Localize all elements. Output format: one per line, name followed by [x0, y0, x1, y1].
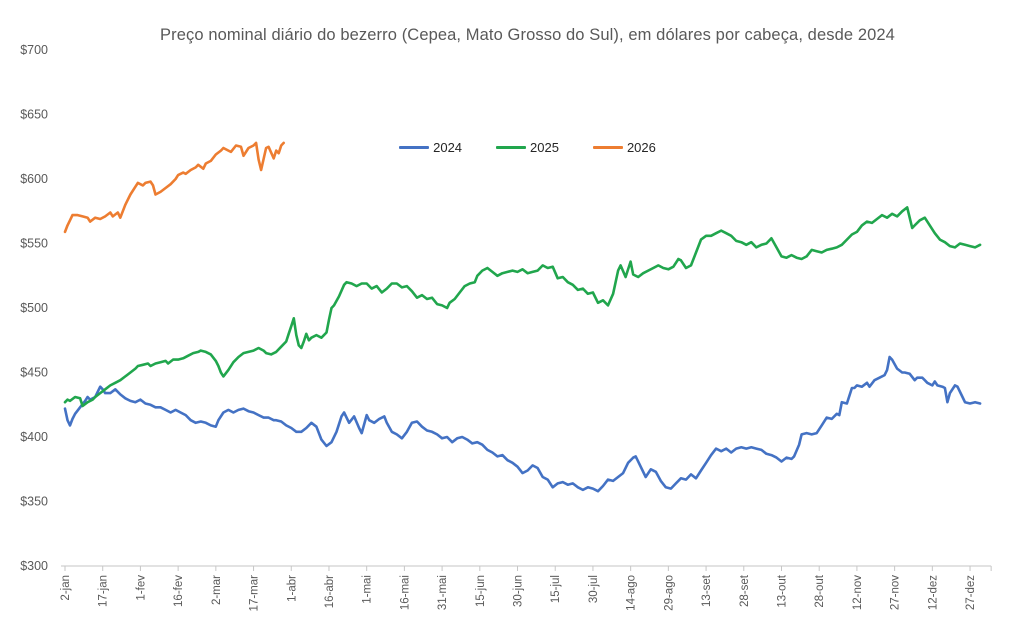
series-line-2025[interactable]: [63, 206, 982, 408]
x-tick-label: 30-jul: [588, 575, 600, 603]
legend-item-2024[interactable]: 2024: [399, 140, 462, 155]
x-tick-label: 31-mai: [437, 575, 449, 610]
x-tick-label: 17-mar: [249, 575, 261, 612]
x-tick-label: 16-fev: [173, 575, 185, 607]
x-tick-label: 2-mar: [211, 575, 223, 605]
x-tick-label: 13-out: [776, 574, 788, 607]
x-tick-label: 13-set: [701, 574, 713, 607]
y-tick-label: $400: [20, 430, 48, 444]
y-tick-label: $350: [20, 495, 48, 509]
y-tick-label: $300: [20, 559, 48, 573]
x-tick-label: 17-jan: [98, 575, 110, 607]
legend-label-2026: 2026: [626, 140, 656, 155]
y-tick-label: $700: [20, 43, 48, 57]
x-tick-label: 28-set: [739, 574, 751, 607]
x-tick-label: 29-ago: [663, 575, 675, 611]
x-tick-label: 15-jul: [550, 575, 562, 603]
x-tick-label: 12-dez: [927, 575, 939, 610]
x-tick-label: 1-mai: [362, 575, 374, 604]
y-tick-label: $600: [20, 172, 48, 186]
legend-label-2025: 2025: [530, 140, 559, 155]
series-line-2026[interactable]: [63, 141, 286, 234]
y-tick-label: $450: [20, 366, 48, 380]
x-tick-label: 27-dez: [965, 575, 977, 610]
chart-title[interactable]: Preço nominal diário do bezerro (Cepea, …: [160, 26, 895, 44]
legend-line-2024-icon: [399, 146, 430, 149]
x-tick-label: 12-nov: [852, 575, 864, 610]
y-tick-label: $550: [20, 237, 48, 251]
x-tick-label: 1-fev: [135, 575, 147, 601]
legend: 2024 2025 2026: [65, 140, 990, 155]
x-tick-label: 27-nov: [890, 575, 902, 610]
x-tick-label: 1-abr: [286, 575, 298, 602]
x-tick-label: 16-abr: [324, 575, 336, 608]
y-tick-label: $650: [20, 108, 48, 122]
x-tick-label: 15-jun: [475, 575, 487, 607]
legend-label-2024: 2024: [433, 140, 463, 155]
x-tick-label: 14-ago: [626, 575, 638, 611]
x-tick-label: 28-out: [814, 574, 826, 607]
x-tick-label: 2-jan: [60, 575, 72, 601]
legend-line-2026-icon: [592, 146, 623, 149]
y-tick-label: $500: [20, 301, 48, 315]
x-tick-label: 16-mai: [399, 575, 411, 610]
legend-item-2026[interactable]: 2026: [592, 140, 656, 155]
legend-line-2025-icon: [496, 146, 527, 149]
legend-item-2025[interactable]: 2025: [496, 140, 559, 155]
series-line-2024[interactable]: [63, 355, 982, 493]
x-tick-label: 30-jun: [513, 575, 525, 607]
